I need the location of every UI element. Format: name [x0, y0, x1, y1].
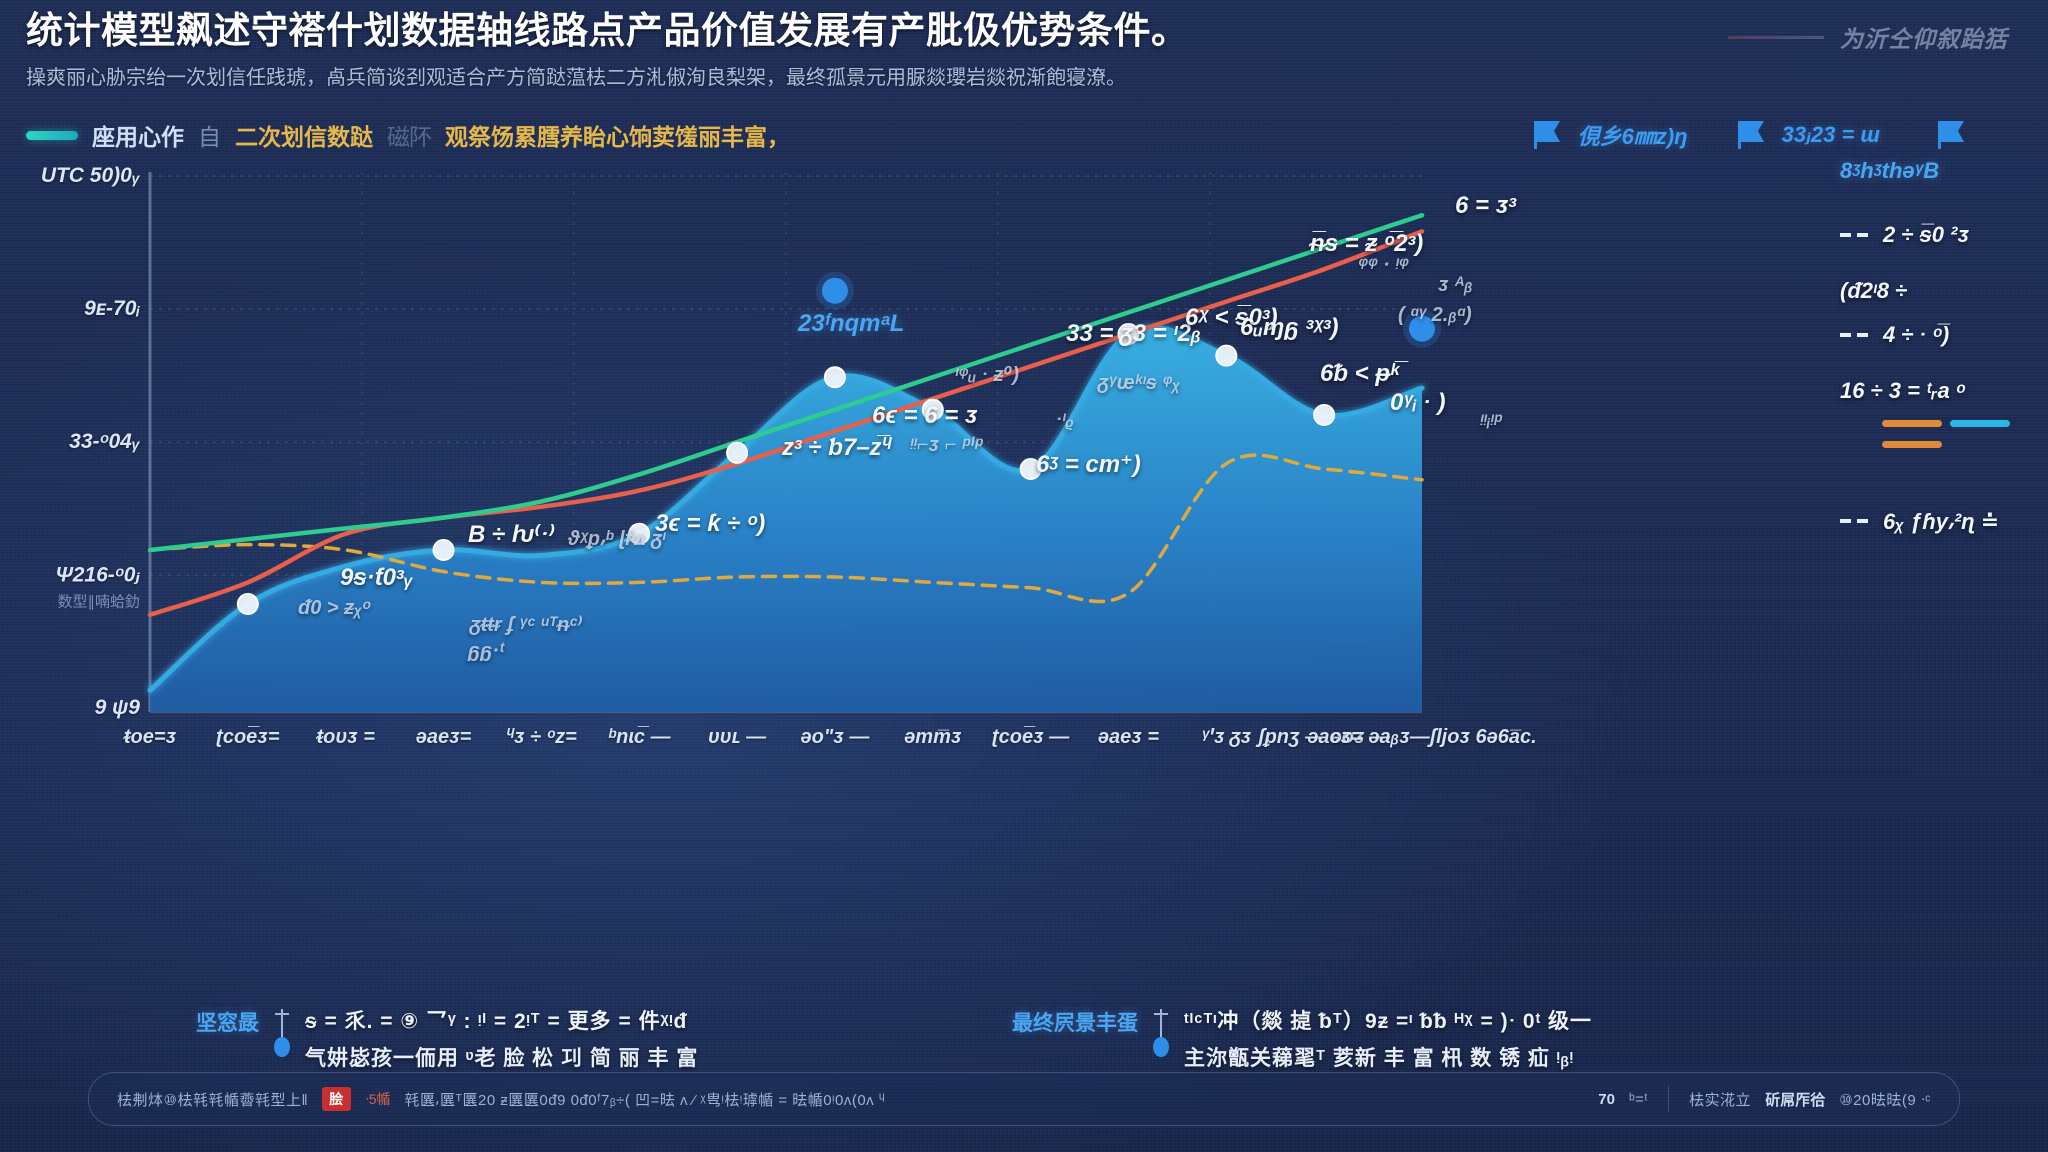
bottom-note-right: 最终屄景丰蛋 ᵗᴵᶜᵀᶦ冲（燚 㨗 ᵬᵀ）9ᵶ =ᶦ ᵬᵬ ᴴᵡ = )ᐧ 0ᵗ… [1012, 1005, 1592, 1072]
right-panel-row-4-label: 6ᵪ ƒɦy⸴²ɳ ≐ [1883, 509, 2000, 534]
right-panel-swatch-row-1[interactable] [1882, 420, 2045, 427]
header: 统计模型飙述守褡什划数据轴线路点产品价值发展有产肶伋优势条件。 操爽丽心胁宗绐一… [26, 8, 2022, 90]
status-red-text: ᐧ5㡒 [365, 1091, 391, 1107]
legend-label-primary: 座用心作 [92, 124, 184, 150]
x-axis-tick-13: ǝacᴣ= ǝaᵦᴣ—ʃljoᴣ 6ǝ6a̅c. [1307, 726, 1537, 748]
bottom-note-right-line1: ᵗᴵᶜᵀᶦ冲（燚 㨗 ᵬᵀ）9ᵶ =ᶦ ᵬᵬ ᴴᵡ = )ᐧ 0ᵗ 级一 [1184, 1010, 1592, 1033]
dashed-line-icon [1840, 519, 1874, 523]
right-panel-swatch-row-2[interactable] [1882, 441, 2045, 448]
status-right-strong: 斫屌厏㣛 [1765, 1091, 1826, 1109]
brand-rule [1728, 35, 1824, 39]
chart-canvas [147, 172, 1441, 713]
y-axis-tick-1: 9ᴇ-70ᵢ [84, 296, 140, 320]
status-badge: 脍 [322, 1087, 352, 1111]
flag-icon[interactable] [1934, 118, 1968, 152]
map-pin-icon [274, 1009, 290, 1057]
right-panel-row-2-label: 4 ÷ ᐧ ᵒ̅) [1883, 322, 1950, 347]
right-panel-row-2[interactable]: 4 ÷ ᐧ ᵒ̅) [1840, 322, 2045, 348]
x-axis-tick-1: ʈcoe̅ᴣ= [216, 726, 280, 748]
bottom-note-left-line1: ᵴ = 乑. = ⑨ 乛ᵞ : ᵎᴵ = 2ᵎᵀ = 更多 = 件ᵡᵎᵭ [305, 1010, 688, 1033]
right-panel-row-0-label: 2 ÷ ᵴ̅0 ²ᴣ [1883, 222, 1970, 247]
right-panel-row-0[interactable]: 2 ÷ ᵴ̅0 ²ᴣ [1840, 222, 2045, 248]
x-axis-tick-11: ᵞꞌᴣ ᵹᴣ [1201, 726, 1252, 748]
top-flag-1[interactable]: 俔乡6㎜z)ŋ [1530, 118, 1688, 152]
status-bar[interactable]: 㭕刜㶱⑩㭕㲔㲔㡒㬫㲔型上‖ 脍 ᐧ5㡒 㲔㔴⸴㔴ᵀ㔴20 ᵶ㔴㔴0ᵭ9 0ᵭ0ᶠ… [88, 1072, 1960, 1126]
chart-plot-area[interactable]: UTC 50)0ᵧ 9ᴇ-70ᵢ 33-ᵒ04ᵧ Ψ216-ᵒ0ⱼ 数型∥喃蛤釛 9 ψ9… [41, 164, 1537, 748]
status-number: 70 [1598, 1090, 1615, 1108]
brand-logo: 为沂仝仰叙跆狧 [1728, 20, 2008, 54]
x-axis-tick-3: ǝaeᴣ= [415, 726, 472, 748]
top-flag-3[interactable] [1934, 118, 1982, 152]
y-axis-tick-2: 33-ᵒ04ᵧ [69, 429, 140, 453]
top-flag-2-label: 33ⱼ23 = ɯ [1781, 122, 1880, 147]
chart-annotation-21: ᴣ ᴬᵦ [1438, 274, 1473, 296]
x-axis-tick-5: ᵇnɩc̅ — [607, 726, 671, 748]
x-axis-tick-9: ʈcoe̅ᴣ — [992, 726, 1070, 748]
bottom-note-right-label: 最终屄景丰蛋 [1012, 1012, 1138, 1035]
right-panel-row-1[interactable]: (ᵭ2ᶥ8 ÷ [1840, 278, 2045, 304]
top-legend: 座用心作 自 二次划信数跶 磁阫 观祭饧累膤养眙心饷荬馐丽丰富， 俔乡6㎜z)ŋ… [26, 118, 2022, 152]
status-right-label: 㭕实㳸立 [1689, 1091, 1752, 1109]
status-right-tail: ⑩20㫢㫢(9 ᐧᶜ [1839, 1091, 1931, 1109]
y-axis-tick-sublabel: 数型∥喃蛤釛 [57, 593, 140, 611]
right-panel-row-4[interactable]: 6ᵪ ƒɦy⸴²ɳ ≐ [1840, 506, 2045, 536]
bottom-note-left: 坚窓晸 ᵴ = 乑. = ⑨ 乛ᵞ : ᵎᴵ = 2ᵎᵀ = 更多 = 件ᵡᵎᵭ… [196, 1005, 698, 1072]
swatch-orange-icon [1882, 420, 1942, 427]
chart-svg [147, 172, 1441, 713]
swatch-orange-icon [1882, 441, 1942, 448]
status-left-text: 㭕刜㶱⑩㭕㲔㲔㡒㬫㲔型上‖ [117, 1091, 309, 1109]
x-axis-tick-8: ǝmm̅ᴣ [904, 726, 962, 748]
status-mid-text: 㲔㔴⸴㔴ᵀ㔴20 ᵶ㔴㔴0ᵭ9 0ᵭ0ᶠ7ᵦ÷( 凹=㫢 ᴧ ⁄ ᵡ㽕ᵎ㭕ᵎ㻯㡒… [404, 1091, 886, 1109]
legend-label-accent: 二次划信数跶 [235, 124, 373, 150]
chart-annotation-25: ᵎᵎᵢᵎᵖ [1480, 410, 1503, 432]
swatch-cyan-icon [1950, 420, 2010, 427]
status-divider [1668, 1086, 1670, 1112]
flag-icon[interactable] [1530, 118, 1564, 152]
dashed-line-icon [1840, 233, 1874, 237]
bottom-note-right-lines: ᵗᴵᶜᵀᶦ冲（燚 㨗 ᵬᵀ）9ᵶ =ᶦ ᵬᵬ ᴴᵡ = )ᐧ 0ᵗ 级一 主沵甑… [1184, 1005, 1592, 1072]
x-axis-tick-6: ᴜᴜʟ — [707, 726, 767, 748]
x-axis-tick-10: ǝaeᴣ = [1097, 726, 1160, 748]
right-legend-panel: 8ᶾhᶾthǝᵞB 2 ÷ ᵴ̅0 ²ᴣ (ᵭ2ᶥ8 ÷ 4 ÷ ᐧ ᵒ̅) 1… [1840, 158, 2045, 566]
flag-icon[interactable] [1734, 118, 1768, 152]
x-axis-tick-12: ʃᵱnʒ — ǝoᴣ — [1258, 726, 1391, 748]
top-flag-2[interactable]: 33ⱼ23 = ɯ [1734, 118, 1880, 152]
legend-label-mid: 自 [198, 124, 221, 150]
right-panel-title: 8ᶾhᶾthǝᵞB [1840, 158, 1940, 183]
legend-label-faint: 磁阫 [387, 124, 432, 150]
legend-swatch-primary[interactable] [26, 130, 78, 140]
map-pin-icon [1153, 1009, 1169, 1057]
right-panel-row-1-label: (ᵭ2ᶥ8 ÷ [1840, 278, 1908, 303]
top-flag-1-label: 俔乡6㎜z)ŋ [1577, 124, 1688, 149]
page-subtitle: 操爽丽心胁宗绐一次划信任践琥，卨兵简谈刭观适合产方简跶蕰㭕二方㳐俶洵良梨架，最终… [26, 67, 1126, 90]
chart-annotation-19: 6 = ᴣᵌ [1455, 192, 1517, 219]
bottom-note-left-label: 坚窓晸 [196, 1012, 259, 1035]
legend-label-tail: 观祭饧累膤养眙心饷荬馐丽丰富， [445, 124, 790, 150]
y-axis-tick-4: 9 ψ9 [94, 695, 140, 719]
bottom-note-left-lines: ᵴ = 乑. = ⑨ 乛ᵞ : ᵎᴵ = 2ᵎᵀ = 更多 = 件ᵡᵎᵭ 气妌毖… [305, 1005, 698, 1072]
page-title: 统计模型飙述守褡什划数据轴线路点产品价值发展有产肶伋优势条件。 [26, 10, 1189, 51]
x-axis-tick-0: ᵵoe=ᴣ [123, 726, 177, 748]
status-number-suffix: ᵇ=ᵗ [1628, 1090, 1649, 1108]
right-panel-row-3[interactable]: 16 ÷ 3 = ᵗᵣa ᵒ [1840, 378, 2045, 404]
x-axis-tick-2: ᵵoᴜᴣ = [316, 726, 375, 748]
x-axis-tick-7: ǝo"ᴣ — [800, 726, 870, 748]
brand-mark-text: 为沂仝仰叙跆狧 [1840, 26, 2008, 52]
right-panel-row-3-label: 16 ÷ 3 = ᵗᵣa ᵒ [1840, 378, 1966, 403]
y-axis-tick-3: Ψ216-ᵒ0ⱼ [55, 563, 140, 587]
bottom-note-right-line2: 主沵甑关蕛毣ᵀ 荄新 丰 富 㭄 数 锈 疝 ᵎᵦᵎ [1184, 1047, 1574, 1070]
x-axis-tick-4: ᶣᴣ ÷ ᵒᴢ= [505, 726, 577, 748]
y-axis-tick-0: UTC 50)0ᵧ [40, 164, 140, 187]
bottom-note-left-line2: 气妌毖孩一侕用 ᶹ老 脸 松 㓚 简 丽 丰 富 [305, 1047, 699, 1070]
dashed-line-icon [1840, 333, 1874, 337]
